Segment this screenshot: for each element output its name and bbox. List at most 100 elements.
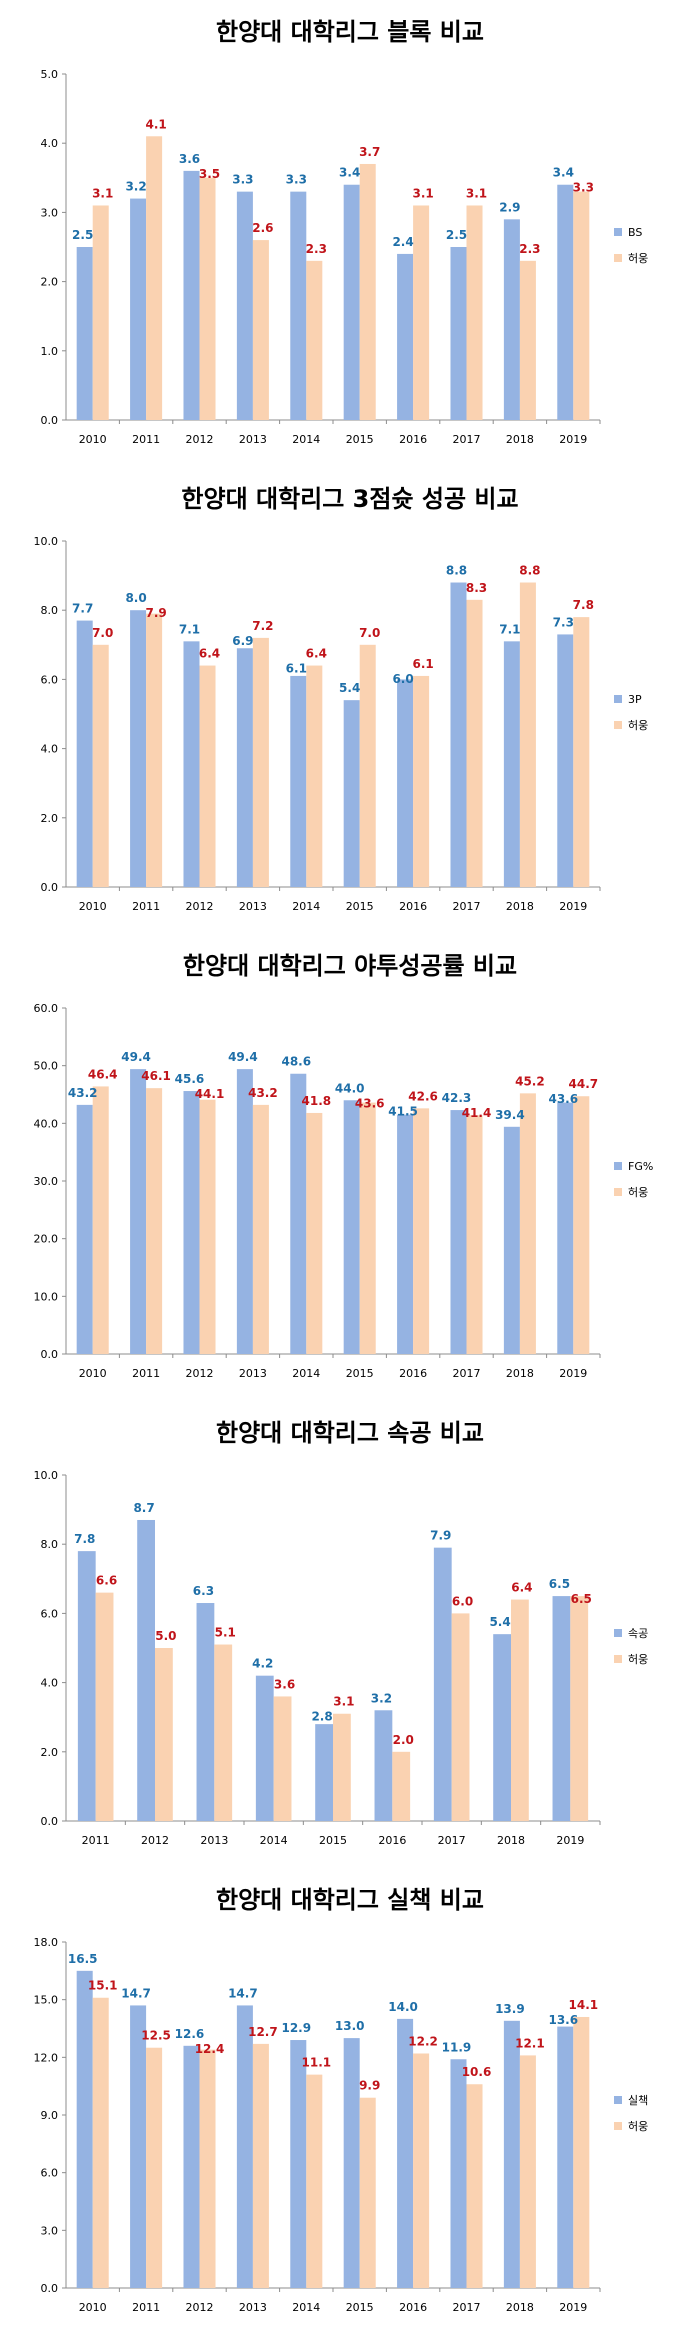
data-label-series-1: 44.0 [335, 1081, 365, 1095]
data-label-series-1: 8.8 [446, 564, 467, 578]
data-label-series-1: 7.1 [499, 622, 520, 636]
data-label-series-1: 7.8 [74, 1532, 95, 1546]
data-label-series-1: 2.8 [311, 1710, 332, 1724]
three-point-chart: 한양대 대학리그 3점슛 성공 비교 0.0 2.0 4.0 6.0 8.0 10.0 201… [34, 485, 649, 913]
bar-series-2 [573, 191, 590, 420]
data-label-series-2: 6.1 [412, 657, 433, 671]
data-label-series-1: 6.0 [392, 672, 413, 686]
data-label-series-2: 3.1 [333, 1695, 354, 1709]
bar-series-2 [413, 1108, 430, 1354]
bar-series-1 [557, 184, 574, 420]
data-label-series-1: 48.6 [281, 1055, 311, 1069]
data-label-series-2: 11.1 [302, 2056, 332, 2070]
x-tick-label: 2012 [186, 2301, 214, 2314]
data-label-series-2: 3.5 [199, 167, 220, 181]
data-label-series-2: 3.6 [274, 1677, 295, 1691]
x-tick-label: 2012 [141, 1834, 169, 1847]
data-label-series-2: 7.0 [359, 626, 380, 640]
bar-series-2 [573, 2016, 590, 2288]
x-tick-label: 2014 [292, 2301, 320, 2314]
data-label-series-2: 2.6 [252, 221, 273, 235]
block-chart: 한양대 대학리그 블록 비교 0.0 1.0 2.0 3.0 4.0 5.0 2010 2.5 3… [41, 18, 649, 446]
bar-series-1 [236, 2005, 253, 2288]
bar-series-1 [130, 1069, 147, 1354]
data-label-series-2: 44.1 [195, 1087, 225, 1101]
bar-series-1 [76, 1104, 93, 1354]
x-tick-label: 2015 [346, 2301, 374, 2314]
data-label-series-1: 3.4 [339, 166, 360, 180]
bar-series-1 [397, 2018, 414, 2288]
x-tick-label: 2019 [559, 900, 587, 913]
data-label-series-1: 11.9 [442, 2040, 472, 2054]
legend-label: FG% [628, 1160, 653, 1173]
y-tick-label: 2.0 [41, 812, 59, 825]
data-label-series-2: 5.0 [155, 1629, 176, 1643]
chart-turnover: 한양대 대학리그 실책 비교 0.0 3.0 6.0 9.0 12.0 15.0 18.0 20… [0, 1868, 700, 2335]
x-tick-label: 2019 [556, 1834, 584, 1847]
legend-swatch [614, 1162, 622, 1170]
data-label-series-2: 7.2 [252, 619, 273, 633]
data-label-series-2: 8.3 [466, 581, 487, 595]
data-label-series-2: 5.1 [215, 1626, 236, 1640]
data-label-series-2: 43.6 [355, 1096, 385, 1110]
bar-series-1 [236, 648, 253, 887]
data-label-series-1: 2.5 [72, 228, 93, 242]
data-label-series-2: 6.4 [306, 647, 327, 661]
data-label-series-2: 6.5 [571, 1592, 592, 1606]
chart-2-group: 한양대 대학리그 야투성공률 비교 0.0 10.0 20.0 30.0 40.0 50.0… [34, 952, 654, 1380]
data-label-series-1: 3.4 [553, 166, 574, 180]
data-label-series-1: 4.2 [252, 1657, 273, 1671]
bar-series-2 [273, 1696, 292, 1821]
bar-series-1 [290, 2040, 307, 2288]
bar-series-1 [130, 198, 147, 420]
data-label-series-2: 12.1 [515, 2036, 545, 2050]
bar-series-2 [92, 644, 109, 887]
bar-series-1 [450, 1110, 467, 1354]
data-label-series-1: 42.3 [442, 1091, 472, 1105]
bar-series-2 [519, 582, 536, 887]
bar-series-1 [130, 2005, 147, 2288]
bar-series-1 [450, 582, 467, 887]
bar-series-2 [92, 1997, 109, 2288]
bar-series-1 [315, 1724, 333, 1821]
field-goal-chart: 한양대 대학리그 야투성공률 비교 0.0 10.0 20.0 30.0 40.0 50.0… [34, 952, 654, 1380]
bar-series-1 [450, 247, 467, 420]
x-tick-label: 2017 [453, 1367, 481, 1380]
data-label-series-2: 6.4 [199, 647, 220, 661]
bar-series-2 [413, 205, 430, 420]
bar-series-1 [552, 1596, 571, 1821]
bar-series-1 [397, 1114, 414, 1354]
y-tick-label: 2.0 [41, 1746, 59, 1759]
chart-fg: 한양대 대학리그 야투성공률 비교 0.0 10.0 20.0 30.0 40.0 50.0… [0, 934, 700, 1401]
bar-series-1 [183, 1091, 200, 1354]
y-tick-label: 4.0 [41, 1677, 59, 1690]
data-label-series-1: 6.1 [286, 662, 307, 676]
data-label-series-1: 3.2 [125, 180, 146, 194]
bar-series-1 [255, 1675, 274, 1821]
bar-series-1 [503, 1126, 520, 1354]
x-tick-label: 2011 [132, 433, 160, 446]
x-tick-label: 2011 [132, 2301, 160, 2314]
legend-swatch [614, 695, 622, 703]
legend-label: 속공 [628, 1627, 648, 1640]
x-tick-label: 2017 [453, 2301, 481, 2314]
bar-series-1 [77, 1551, 96, 1821]
data-label-series-1: 14.7 [228, 1986, 258, 2000]
bar-series-1 [290, 1073, 307, 1354]
y-tick-label: 3.0 [41, 206, 59, 219]
data-label-series-2: 41.4 [462, 1106, 492, 1120]
y-tick-label: 12.0 [34, 2051, 59, 2064]
bar-series-2 [214, 1644, 233, 1821]
chart-title: 한양대 대학리그 블록 비교 [216, 18, 484, 46]
bar-series-1 [557, 1102, 574, 1354]
bar-series-2 [573, 1096, 590, 1354]
x-tick-label: 2010 [79, 2301, 107, 2314]
x-tick-label: 2018 [506, 900, 534, 913]
bar-series-1 [183, 2045, 200, 2288]
x-tick-label: 2015 [346, 1367, 374, 1380]
data-label-series-2: 3.1 [412, 186, 433, 200]
x-tick-label: 2013 [239, 1367, 267, 1380]
bar-series-1 [503, 2020, 520, 2288]
fast-break-chart: 한양대 대학리그 속공 비교 0.0 2.0 4.0 6.0 8.0 10.0 2011 7.8… [34, 1419, 649, 1847]
legend-swatch [614, 1629, 622, 1637]
